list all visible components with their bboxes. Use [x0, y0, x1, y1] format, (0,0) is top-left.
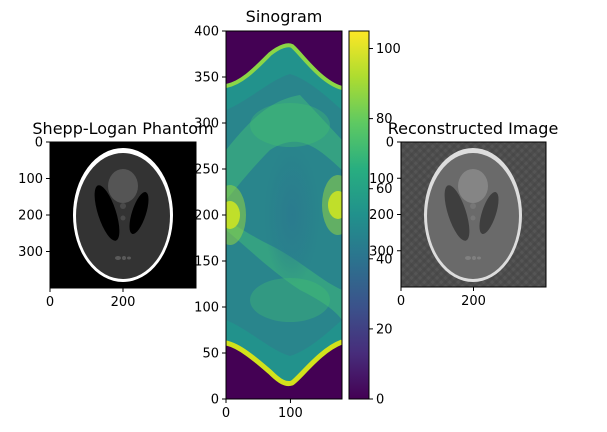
reconstructed-xtick-label: 0 — [397, 294, 405, 309]
sinogram-ytick-label: 250 — [194, 163, 219, 178]
phantom-axes: 0 200 0 100 200 300 — [18, 136, 197, 310]
phantom-image — [50, 142, 196, 288]
sinogram-ytick-label: 400 — [194, 25, 219, 40]
sinogram-ytick-label: 100 — [194, 301, 219, 316]
sinogram-xtick-label: 100 — [278, 406, 303, 421]
sinogram-ytick-label: 300 — [194, 117, 219, 132]
phantom-ytick-label: 0 — [35, 136, 43, 151]
sinogram-title: Sinogram — [246, 7, 323, 26]
colorbar-tick-label: 60 — [376, 182, 393, 197]
reconstructed-xtick-label: 200 — [461, 294, 486, 309]
colorbar-tick-label: 40 — [376, 252, 393, 267]
sinogram-ytick-label: 150 — [194, 255, 219, 270]
sinogram-axes: 0 100 0 50 100 150 200 250 300 350 400 — [194, 25, 343, 421]
sinogram-ytick-label: 350 — [194, 71, 219, 86]
reconstructed-ytick-label: 100 — [369, 172, 394, 187]
reconstructed-image — [401, 142, 546, 287]
colorbar — [349, 31, 369, 399]
reconstructed-panel: Reconstructed Image — [388, 119, 559, 287]
sinogram-xtick-label: 0 — [222, 406, 230, 421]
reconstructed-axes: 0 200 0 100 200 300 — [369, 136, 547, 309]
phantom-xtick-label: 0 — [46, 295, 54, 310]
phantom-ytick-label: 300 — [18, 245, 43, 260]
colorbar-tick-label: 100 — [376, 42, 401, 57]
phantom-xtick-label: 200 — [111, 295, 136, 310]
sinogram-ytick-label: 200 — [194, 209, 219, 224]
reconstructed-ytick-label: 200 — [369, 208, 394, 223]
sinogram-ytick-label: 0 — [211, 393, 219, 408]
phantom-ytick-label: 200 — [18, 209, 43, 224]
sinogram-image — [226, 31, 342, 399]
reconstructed-title: Reconstructed Image — [388, 119, 559, 138]
sinogram-ytick-label: 50 — [202, 347, 219, 362]
phantom-ytick-label: 100 — [18, 172, 43, 187]
colorbar-tick-label: 0 — [376, 393, 384, 408]
colorbar-axes: 0 20 40 60 80 100 — [369, 42, 401, 408]
phantom-panel: Shepp-Logan Phantom 0 200 0 100 200 300 — [18, 119, 213, 310]
reconstructed-ytick-label: 0 — [386, 136, 394, 151]
reconstructed-ytick-label: 300 — [369, 244, 394, 259]
colorbar-tick-label: 80 — [376, 112, 393, 127]
colorbar-tick-label: 20 — [376, 322, 393, 337]
phantom-title: Shepp-Logan Phantom — [32, 119, 213, 138]
